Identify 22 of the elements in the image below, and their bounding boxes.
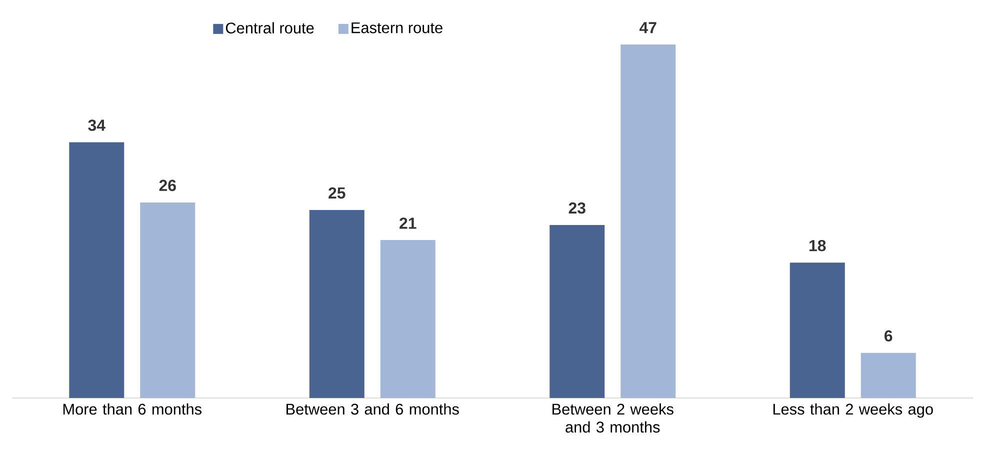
data-label: 25 [328,187,346,199]
legend-label: Eastern route [352,22,442,34]
data-label: 6 [884,330,892,342]
data-label: 18 [810,240,826,252]
data-label: 47 [640,22,656,34]
bar [69,142,124,398]
data-label: 21 [400,218,416,229]
data-label: 23 [568,202,586,214]
bar [620,44,676,398]
bar [140,202,196,398]
data-label: 26 [159,180,176,192]
legend-label: Central route [226,22,314,34]
bar [309,210,364,398]
bar [380,240,436,398]
bar [550,225,605,398]
bar [860,352,916,398]
bar [790,262,845,398]
x-tick-label: Less than 2 weeks ago [773,403,933,418]
x-tick-label: Between 3 and 6 months [286,403,459,415]
data-label: 34 [88,120,106,131]
x-tick-label: Between 2 weeks and 3 months [552,403,674,433]
x-tick-label: More than 6 months [63,403,202,415]
